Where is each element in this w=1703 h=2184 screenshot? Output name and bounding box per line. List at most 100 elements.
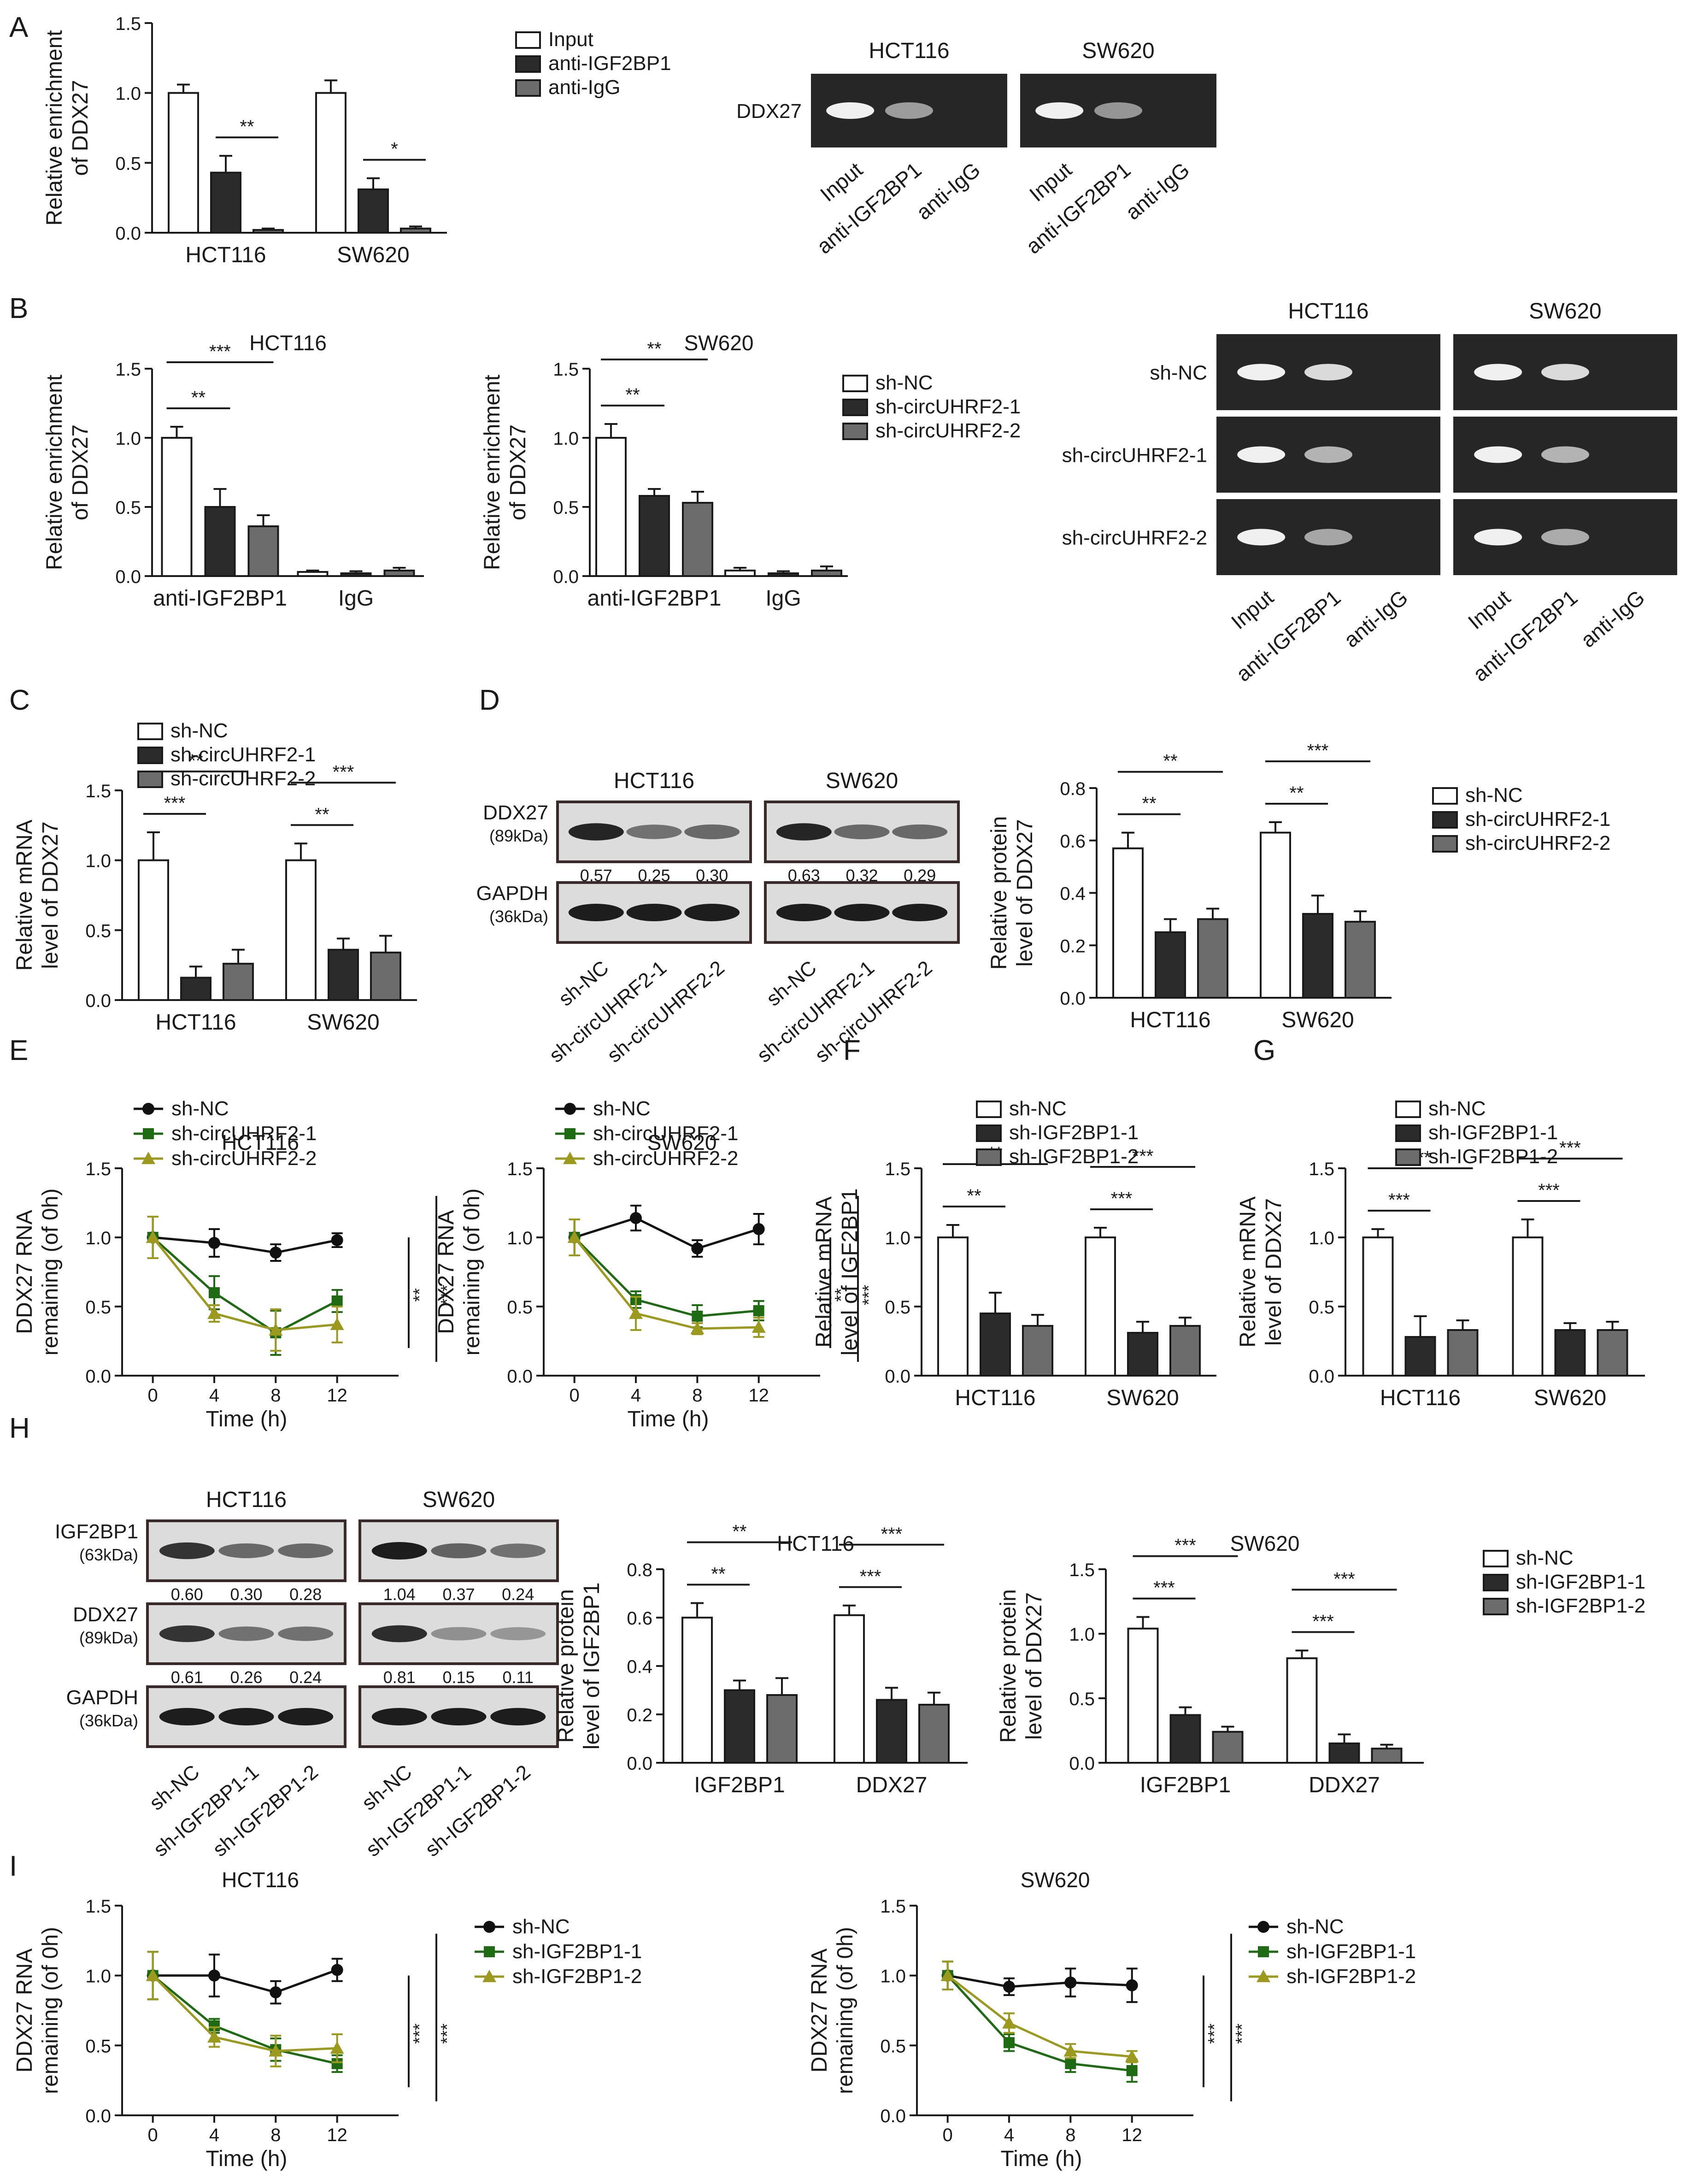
chart-E2: SW620 0.0 0.5 1.0 1.5 0 4 8 12 Time (h) DDX27 RNA r… — [434, 1097, 879, 1431]
y-axis-label: DDX27 RNA — [12, 1949, 37, 2072]
gel-band — [1304, 364, 1352, 381]
y-axis-label: Relative mRNA — [1236, 1196, 1260, 1348]
bar — [1404, 1336, 1436, 1377]
series-line — [152, 1236, 338, 1334]
blot-band — [278, 1708, 334, 1725]
y-axis-label: DDX27 RNA — [12, 1210, 37, 1334]
blot-header: SW620 — [423, 1488, 495, 1512]
significance-label: *** — [438, 1285, 457, 1306]
bar — [204, 506, 236, 577]
marker-circle — [1126, 1979, 1138, 1991]
y-tick-label: 1.0 — [115, 84, 141, 104]
significance-label: ** — [711, 1564, 725, 1584]
x-tick-label: 12 — [748, 1385, 769, 1406]
y-tick-label: 0.0 — [115, 224, 141, 244]
y-tick-label: 0.6 — [1060, 831, 1086, 852]
blot-row-label: DDX27 — [73, 1603, 138, 1626]
blot-header: HCT116 — [206, 1488, 287, 1512]
bar — [223, 963, 254, 1001]
y-tick-label: 1.5 — [553, 359, 579, 380]
x-tick-label: 4 — [1004, 2125, 1014, 2145]
bar — [1447, 1329, 1479, 1377]
x-tick-label: HCT116 — [1130, 1008, 1210, 1032]
significance-label: *** — [859, 1285, 879, 1306]
legend-label: sh-IGF2BP1-1 — [1516, 1571, 1645, 1593]
y-tick-label: 0.0 — [507, 1366, 533, 1387]
y-axis-label: remaining (of 0h) — [833, 1927, 857, 2094]
x-tick-label: anti-IGF2BP1 — [587, 586, 722, 611]
y-tick-label: 1.5 — [85, 1896, 111, 1917]
bar — [1112, 847, 1144, 999]
blot-quant-value: 1.04 — [383, 1585, 416, 1604]
y-tick-label: 0.2 — [627, 1705, 652, 1725]
y-tick-label: 1.0 — [885, 1228, 910, 1248]
legend-label: sh-circUHRF2-1 — [171, 1122, 317, 1145]
chart-title: HCT116 — [249, 331, 327, 355]
legend-label: sh-NC — [1516, 1547, 1574, 1569]
y-tick-label: 0.0 — [85, 1366, 111, 1387]
x-tick-label: DDX27 — [1309, 1773, 1380, 1797]
significance-label: *** — [164, 793, 186, 813]
marker-circle — [630, 1212, 642, 1224]
blot-quant-value: 0.28 — [289, 1585, 322, 1604]
bar — [315, 92, 346, 234]
legend-label: sh-NC — [875, 371, 933, 394]
y-tick-label: 1.0 — [85, 1966, 111, 1987]
bar — [1260, 831, 1291, 999]
chart-B2: SW620 0.0 0.5 1.0 1.5 Relative enrichment of D… — [480, 331, 1021, 611]
legend-label: sh-NC — [593, 1097, 651, 1120]
blot-band — [159, 1625, 215, 1642]
marker-triangle — [269, 2044, 283, 2057]
gel-band — [1474, 529, 1522, 546]
marker-circle — [208, 1237, 220, 1249]
series-line — [152, 1974, 337, 2052]
bar — [1345, 921, 1376, 999]
significance-label: *** — [333, 762, 354, 782]
legend-swatch — [515, 55, 541, 73]
bar — [1022, 1325, 1053, 1377]
legend-label: sh-circUHRF2-1 — [1465, 808, 1610, 830]
legend-label: sh-circUHRF2-2 — [875, 419, 1021, 442]
legend-label: sh-IGF2BP1-1 — [1009, 1121, 1139, 1144]
y-tick-label: 1.5 — [507, 1159, 533, 1179]
marker-circle — [142, 1103, 154, 1115]
x-tick-label: 8 — [270, 2125, 281, 2145]
bar — [811, 570, 842, 577]
x-tick-label: SW620 — [1106, 1386, 1179, 1410]
gel-header: HCT116 — [1288, 299, 1368, 324]
marker-triangle — [1063, 2044, 1078, 2057]
y-axis-label: Relative mRNA — [812, 1196, 836, 1348]
y-tick-label: 0.5 — [85, 1297, 111, 1318]
y-axis-label: Relative protein — [987, 816, 1011, 970]
x-tick-label: IGF2BP1 — [694, 1773, 785, 1797]
bar — [1597, 1329, 1628, 1377]
blot-quant-value: 0.11 — [502, 1668, 533, 1687]
significance-label: *** — [1153, 1578, 1175, 1598]
gel-header: SW620 — [1082, 39, 1154, 63]
bar — [247, 525, 279, 577]
blot-band — [490, 1543, 546, 1558]
y-tick-label: 1.5 — [880, 1896, 906, 1917]
panel-letter: H — [9, 1413, 30, 1444]
legend-label: sh-circUHRF2-1 — [875, 395, 1021, 418]
gel-band — [1304, 529, 1352, 546]
bar — [285, 859, 317, 1001]
bar — [210, 171, 241, 234]
x-axis-label: Time (h) — [628, 1407, 709, 1431]
x-axis-label: Time (h) — [1001, 2147, 1082, 2171]
chart-title: SW620 — [647, 1130, 717, 1154]
legend-swatch — [842, 399, 868, 416]
y-tick-label: 1.0 — [85, 1228, 111, 1248]
legend-swatch — [1483, 1598, 1509, 1615]
marker-square — [564, 1128, 575, 1139]
x-tick-label: SW620 — [1534, 1386, 1606, 1410]
marker-triangle — [563, 1152, 577, 1164]
bar — [876, 1699, 907, 1764]
chart-F: 0.0 0.5 1.0 1.5 Relative mRNA level of IGF2BP… — [812, 1097, 1216, 1410]
blot-band — [431, 1708, 487, 1725]
y-tick-label: 1.0 — [1309, 1228, 1334, 1248]
y-tick-label: 0.0 — [885, 1366, 910, 1387]
blot-quant-value: 0.30 — [230, 1585, 262, 1604]
y-tick-label: 1.5 — [115, 14, 141, 34]
y-tick-label: 1.5 — [115, 359, 141, 380]
